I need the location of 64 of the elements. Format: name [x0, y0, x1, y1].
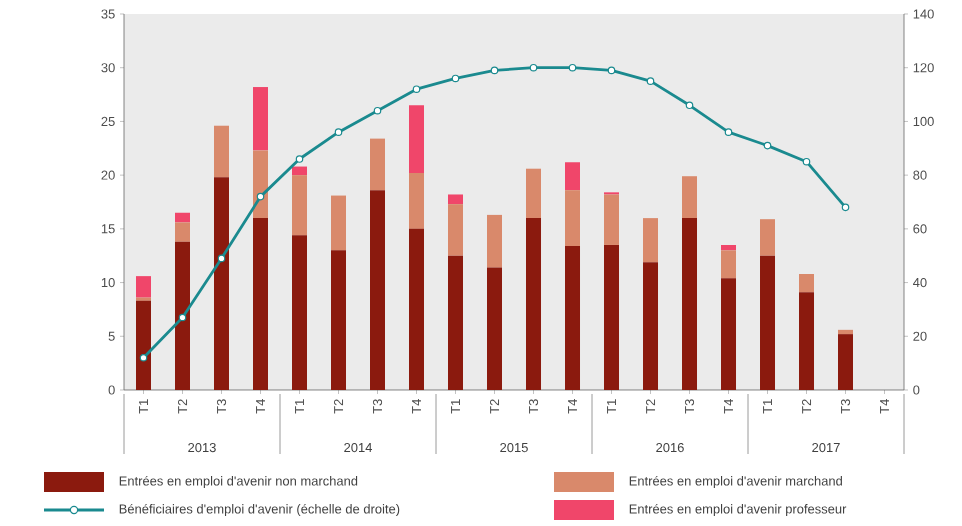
point — [568, 63, 577, 72]
bar — [409, 172, 424, 229]
point — [334, 128, 343, 136]
bar — [409, 228, 424, 390]
bar — [526, 218, 542, 390]
bar — [175, 222, 190, 242]
point — [685, 101, 694, 110]
bar — [292, 175, 307, 236]
bar — [448, 255, 463, 390]
bar — [370, 138, 385, 191]
point — [529, 63, 538, 72]
bar — [643, 262, 659, 390]
bar — [565, 246, 581, 390]
point — [295, 155, 304, 163]
bar — [253, 218, 268, 390]
bar — [838, 334, 854, 390]
bar — [136, 300, 151, 390]
bar — [526, 168, 542, 219]
bar — [175, 212, 190, 223]
bar — [643, 218, 659, 263]
bar — [292, 235, 307, 390]
bar — [682, 176, 698, 219]
bar — [448, 204, 463, 256]
bar — [214, 177, 229, 390]
bar — [253, 150, 268, 219]
point — [412, 85, 421, 93]
point — [646, 77, 655, 85]
bar — [760, 219, 776, 256]
point — [841, 203, 850, 212]
point — [139, 353, 148, 362]
bar — [448, 194, 463, 205]
point — [724, 128, 733, 136]
point — [763, 141, 772, 150]
bar — [760, 255, 776, 390]
bar — [565, 162, 581, 191]
bar — [838, 329, 854, 335]
bar — [409, 105, 424, 173]
bar — [799, 273, 815, 293]
bar — [370, 190, 385, 390]
point — [607, 66, 616, 75]
point — [178, 313, 187, 322]
bar — [721, 250, 737, 279]
bar — [331, 250, 346, 390]
point — [451, 74, 460, 83]
bar — [292, 166, 307, 176]
bar — [331, 195, 346, 251]
bar — [604, 244, 620, 390]
bar — [175, 241, 190, 390]
bar — [487, 214, 502, 268]
point — [373, 106, 382, 115]
point — [490, 66, 499, 75]
bar — [721, 244, 737, 251]
point — [217, 254, 226, 263]
bar — [682, 218, 698, 390]
bar — [487, 267, 502, 390]
bar — [604, 194, 620, 245]
point — [802, 157, 811, 166]
bar — [565, 190, 581, 247]
point — [256, 192, 265, 201]
bar — [136, 276, 151, 298]
bar — [721, 278, 737, 390]
bar — [799, 292, 815, 390]
bar — [214, 125, 229, 178]
bar — [253, 87, 268, 151]
